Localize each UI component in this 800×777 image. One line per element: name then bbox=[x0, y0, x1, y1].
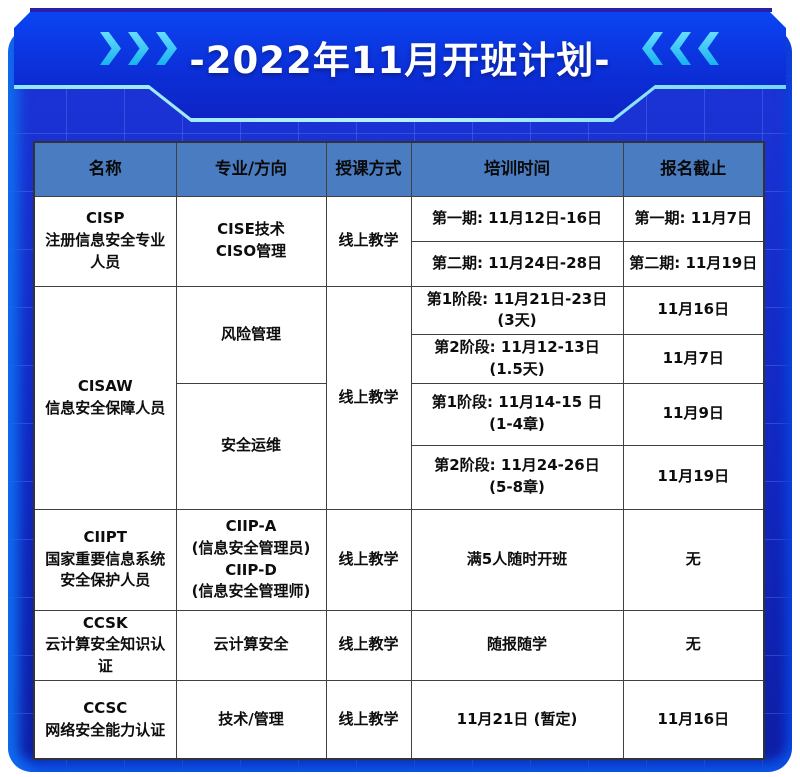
ccsc-name-cell: CCSC 网络安全能力认证 bbox=[33, 679, 177, 760]
table-row: CCSK 云计算安全知识认证 云计算安全 线上教学 随报随学 无 bbox=[33, 609, 765, 681]
table-row: 安全运维 第1阶段: 11月14-15 日 (1-4章) 11月9日 bbox=[34, 382, 765, 510]
cisaw-ops-s2-deadline-cell: 11月19日 bbox=[622, 444, 765, 510]
page-title: -2022年11月开班计划- bbox=[189, 39, 611, 82]
cisaw-major-ops-cell: 安全运维 bbox=[175, 382, 327, 510]
table-row: CIIPT 国家重要信息系统 安全保护人员 CIIP-A (信息安全管理员) C… bbox=[33, 508, 765, 611]
table-header-row: 名称 专业/方向 授课方式 培训时间 报名截止 bbox=[33, 141, 765, 197]
ccsc-major-cell: 技术/管理 bbox=[175, 679, 327, 760]
ccsk-time-cell: 随报随学 bbox=[410, 609, 624, 681]
cisp-session2-time-cell: 第二期: 11月24日-28日 bbox=[410, 240, 624, 287]
ccsk-major-cell: 云计算安全 bbox=[175, 609, 327, 681]
ciipt-mode-cell: 线上教学 bbox=[325, 508, 412, 611]
table-row: CCSC 网络安全能力认证 技术/管理 线上教学 11月21日 (暂定) 11月… bbox=[33, 679, 765, 760]
ciipt-major-cell: CIIP-A (信息安全管理员) CIIP-D (信息安全管理师) bbox=[175, 508, 327, 611]
cisaw-risk-s2-time-cell: 第2阶段: 11月12-13日 (1.5天) bbox=[410, 334, 624, 384]
cisaw-ops-s2-time-cell: 第2阶段: 11月24-26日 (5-8章) bbox=[410, 444, 624, 510]
top-frame-line bbox=[30, 8, 772, 12]
schedule-table: 名称 专业/方向 授课方式 培训时间 报名截止 CISP 注册信息安全专业人员 … bbox=[33, 141, 765, 761]
table-row: CISAW 信息安全保障人员 风险管理 线上教学 第1阶段: 11月21日-23… bbox=[33, 285, 765, 510]
ccsc-mode-cell: 线上教学 bbox=[325, 679, 412, 760]
cisp-session1-time-cell: 第一期: 11月12日-16日 bbox=[410, 195, 624, 242]
cisp-session2-deadline-cell: 第二期: 11月19日 bbox=[622, 240, 765, 287]
header-major: 专业/方向 bbox=[175, 141, 327, 197]
cisp-mode-cell: 线上教学 bbox=[325, 195, 412, 287]
cisp-session1-deadline-cell: 第一期: 11月7日 bbox=[622, 195, 765, 242]
cisaw-ops-s1-time-cell: 第1阶段: 11月14-15 日 (1-4章) bbox=[410, 382, 624, 446]
header-mode: 授课方式 bbox=[325, 141, 412, 197]
cisp-major-cell: CISE技术 CISO管理 bbox=[175, 195, 327, 287]
header-deadline: 报名截止 bbox=[622, 141, 765, 197]
table-row: CISP 注册信息安全专业人员 CISE技术 CISO管理 线上教学 第一期: … bbox=[33, 195, 765, 287]
cisp-name-cell: CISP 注册信息安全专业人员 bbox=[33, 195, 177, 287]
table-row: 第二期: 11月24日-28日 第二期: 11月19日 bbox=[34, 240, 765, 287]
header-time: 培训时间 bbox=[410, 141, 624, 197]
header-name: 名称 bbox=[33, 141, 177, 197]
cisaw-major-risk-cell: 风险管理 bbox=[175, 285, 327, 384]
ccsk-name-cell: CCSK 云计算安全知识认证 bbox=[33, 609, 177, 681]
cisaw-mode-cell: 线上教学 bbox=[325, 285, 412, 510]
ciipt-deadline-cell: 无 bbox=[622, 508, 765, 611]
cisaw-risk-s2-deadline-cell: 11月7日 bbox=[622, 334, 765, 384]
ccsc-deadline-cell: 11月16日 bbox=[622, 679, 765, 760]
table-row: 第2阶段: 11月24-26日 (5-8章) 11月19日 bbox=[34, 444, 765, 510]
ciipt-name-cell: CIIPT 国家重要信息系统 安全保护人员 bbox=[33, 508, 177, 611]
cisaw-name-cell: CISAW 信息安全保障人员 bbox=[33, 285, 177, 510]
ciipt-time-cell: 满5人随时开班 bbox=[410, 508, 624, 611]
ccsc-time-cell: 11月21日 (暂定) bbox=[410, 679, 624, 760]
cisaw-ops-s1-deadline-cell: 11月9日 bbox=[622, 382, 765, 446]
cisaw-risk-s1-time-cell: 第1阶段: 11月21日-23日 (3天) bbox=[410, 285, 624, 335]
chevrons-right-group bbox=[100, 32, 177, 65]
cisaw-risk-s1-deadline-cell: 11月16日 bbox=[622, 285, 765, 335]
ccsk-deadline-cell: 无 bbox=[622, 609, 765, 681]
ccsk-mode-cell: 线上教学 bbox=[325, 609, 412, 681]
